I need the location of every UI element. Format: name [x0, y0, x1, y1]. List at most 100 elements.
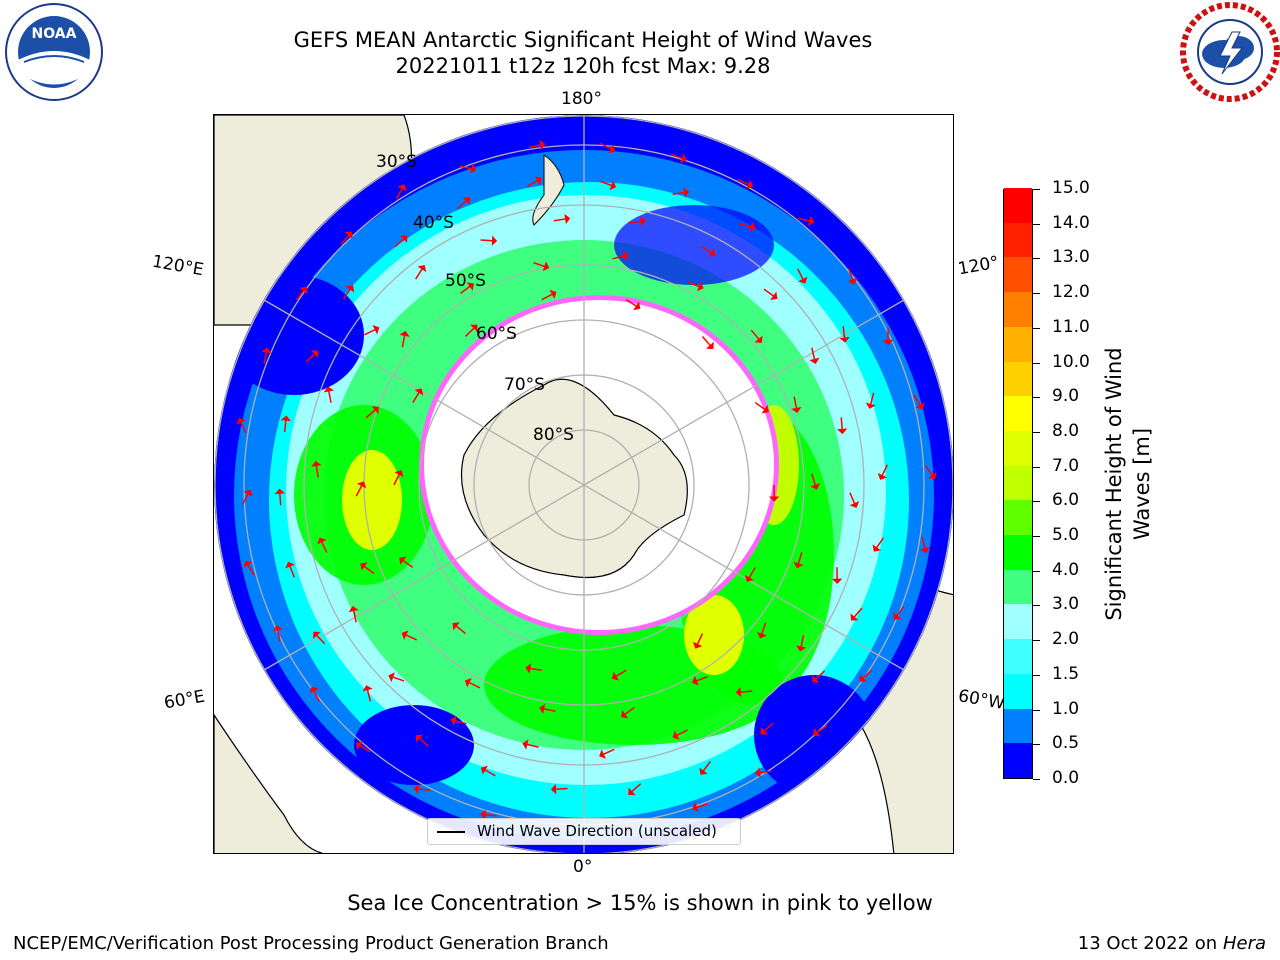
wave-arrow-shaft [484, 769, 496, 777]
wave-arrow-head [859, 674, 867, 682]
colorbar-tick-label: 4.0 [1052, 559, 1080, 580]
colorbar-segment [1004, 742, 1032, 778]
colorbar-tick-label: 7.0 [1052, 455, 1080, 476]
wave-arrow-shaft [696, 675, 708, 682]
colorbar-segment [1004, 465, 1032, 501]
wave-arrow-head [796, 645, 807, 652]
wave-arrow-shaft [740, 690, 753, 693]
wave-arrow-shaft [763, 722, 774, 732]
wave-arrow-shaft [340, 234, 350, 245]
wave-arrow-shaft [392, 676, 405, 682]
wave-arrow-head [539, 139, 546, 151]
colorbar-segment [1004, 222, 1032, 258]
wave-arrow-shaft [759, 770, 772, 774]
colorbar-tick-mark [1033, 744, 1040, 746]
wave-arrow-head [313, 631, 321, 640]
wave-arrow-head [691, 802, 699, 813]
lon-label-0: 0° [573, 857, 593, 877]
credit-date: 13 Oct 2022 on Hera [1078, 933, 1266, 954]
colorbar-tick-label: 3.0 [1052, 594, 1080, 615]
wave-arrow-shaft [405, 634, 418, 641]
wave-arrow-head [754, 335, 763, 343]
colorbar-tick-label: 0.5 [1052, 733, 1080, 754]
wave-arrow-shaft [543, 708, 556, 712]
wave-arrow-shaft [849, 492, 856, 504]
wave-arrow-head [397, 184, 407, 192]
wave-arrow-shaft [797, 217, 810, 222]
wave-arrow-head [280, 415, 291, 422]
wave-arrow-head [534, 176, 542, 186]
wave-arrow-head [791, 406, 802, 414]
colorbar-tick-label: 1.5 [1052, 663, 1080, 684]
map-title: GEFS MEAN Antarctic Significant Height o… [293, 28, 873, 52]
sea-ice-note: Sea Ice Concentration > 15% is shown in … [347, 891, 933, 915]
wave-arrow-shaft [840, 417, 843, 430]
wave-arrow-shaft [328, 390, 332, 403]
wave-arrow-shaft [313, 690, 320, 702]
lon-label-120e: 120°E [150, 251, 206, 281]
wave-arrow-shaft [555, 787, 568, 790]
colorbar-tick-label: 12.0 [1052, 282, 1090, 303]
colorbar-tick-mark [1033, 293, 1040, 295]
wave-arrow-shaft [603, 748, 615, 756]
colorbar-segment [1004, 708, 1032, 744]
wave-arrow-head [372, 325, 380, 335]
wave-arrow-head [836, 428, 848, 435]
wave-arrow-shaft [687, 281, 700, 288]
wave-arrow-head [628, 787, 636, 796]
wave-arrow-head [691, 675, 699, 686]
wave-arrow-head [450, 715, 457, 726]
wave-arrow-head [872, 544, 882, 552]
wave-arrow-shaft [366, 689, 372, 702]
wave-arrow-shaft [701, 335, 711, 347]
colorbar-tick-mark [1033, 536, 1040, 538]
wave-arrow-head [810, 483, 821, 490]
graticule [214, 115, 953, 853]
wave-arrow-shaft [342, 288, 351, 300]
wave-arrow-head [323, 386, 334, 393]
wave-arrow-head [371, 406, 379, 415]
wave-arrow-head [746, 179, 754, 190]
legend-label: Wind Wave Direction (unscaled) [477, 822, 717, 840]
wave-arrow-shaft [797, 552, 803, 565]
colorbar-segment [1004, 603, 1032, 640]
wave-arrow-shaft [395, 188, 403, 200]
wave-arrow-shaft [811, 473, 817, 486]
wave-arrow-head [464, 678, 472, 688]
wave-arrow-head [735, 686, 742, 698]
wave-arrow-head [399, 556, 407, 566]
wave-arrow-head [608, 144, 616, 154]
wave-arrow-head [768, 496, 780, 502]
wave-arrow-shaft [460, 285, 471, 294]
wave-arrow-head [549, 289, 557, 300]
wave-arrow-head [470, 324, 478, 333]
wave-arrow-head [850, 613, 859, 621]
wave-arrow-head [919, 546, 931, 554]
wave-arrow-shaft [305, 353, 316, 363]
wave-arrow-head [542, 261, 550, 272]
wave-arrow-shaft [701, 245, 712, 254]
svg-text:NOAA: NOAA [32, 26, 77, 42]
wave-arrow-shaft [459, 165, 472, 170]
colorbar-tick-mark [1033, 362, 1040, 364]
colorbar-tick-mark [1033, 223, 1040, 225]
wave-arrow-head [611, 671, 620, 681]
wave-arrow-shaft [612, 255, 625, 260]
wave-arrow-shaft [853, 607, 863, 618]
wave-arrow-head [525, 663, 532, 674]
wave-arrow-head [414, 388, 424, 396]
wave-arrow-head [491, 235, 498, 246]
legend-line-swatch [437, 831, 465, 833]
polar-map [213, 114, 954, 854]
colorbar-tick-mark [1033, 397, 1040, 399]
wave-arrow-shaft [615, 669, 627, 677]
wave-arrow-shaft [394, 238, 405, 248]
wave-arrow-head [236, 417, 246, 425]
wave-arrow-head [470, 163, 477, 174]
wave-arrow-shaft [365, 409, 376, 419]
colorbar-tick-mark [1033, 501, 1040, 503]
colorbar-segment [1004, 569, 1032, 605]
wave-arrow-head [683, 187, 690, 198]
colorbar [1003, 187, 1033, 779]
colorbar-tick-label: 11.0 [1052, 316, 1090, 337]
